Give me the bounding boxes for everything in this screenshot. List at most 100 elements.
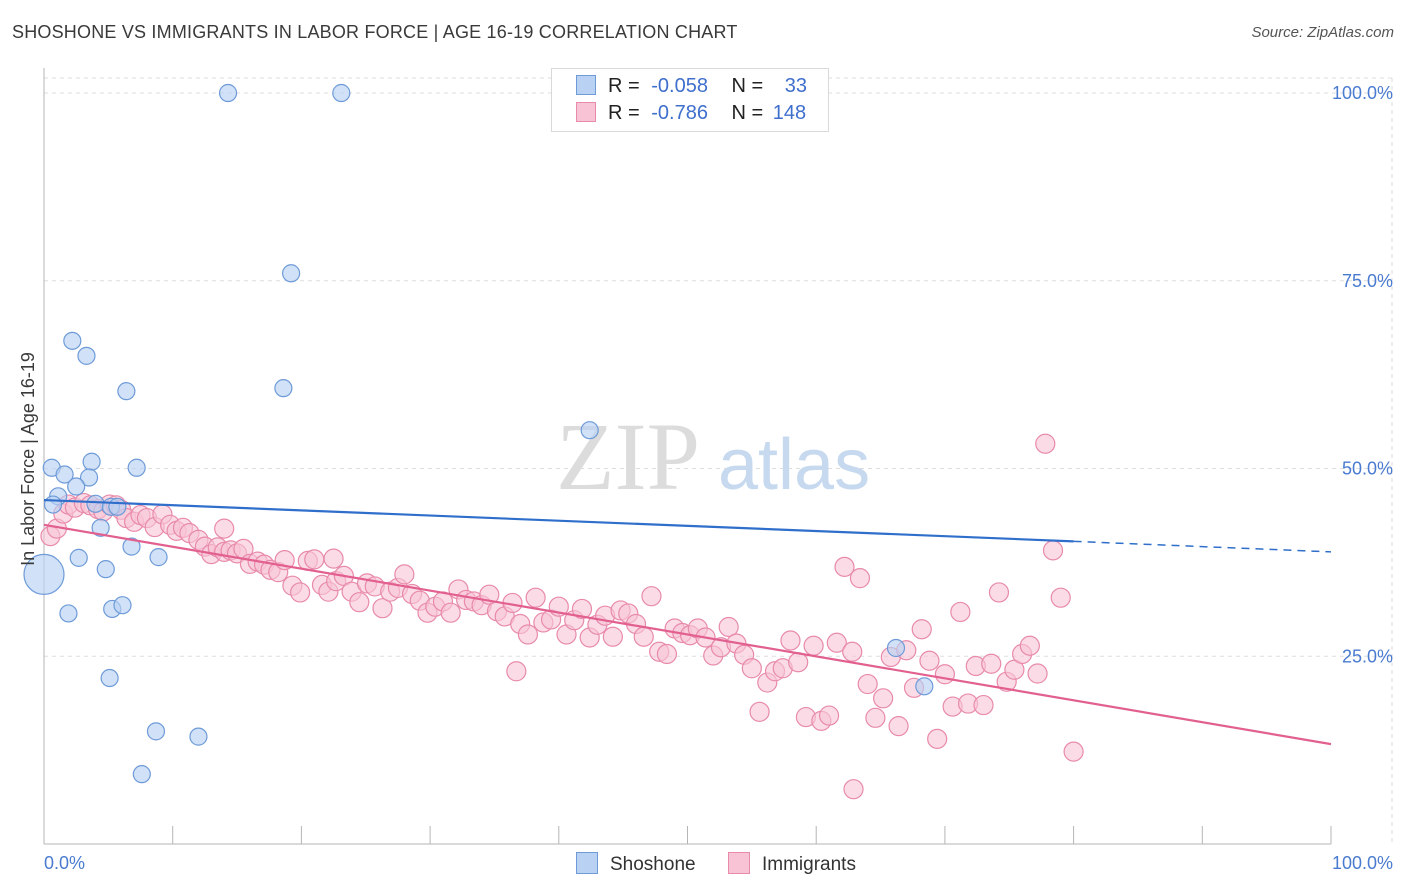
immigrants-point [1027, 663, 1048, 684]
legend-r-value: -0.058 [651, 75, 708, 97]
shoshone-trend-extension [1073, 540, 1332, 553]
immigrants-point [372, 598, 393, 619]
shoshone-point [63, 331, 82, 350]
immigrants-point [973, 694, 994, 716]
watermark-zip: ZIP [556, 403, 700, 510]
shoshone-point [132, 765, 151, 784]
trend-lines [43, 498, 1332, 746]
immigrants-point [1042, 540, 1064, 561]
y-axis-label: In Labor Force | Age 16-19 [18, 352, 38, 566]
axes [43, 68, 1332, 845]
legend-row-immigrants: R = -0.786 N = 148 [576, 102, 806, 126]
shoshone-point [218, 83, 238, 103]
immigrants-point [950, 601, 971, 623]
shoshone-point [122, 537, 141, 556]
immigrants-trend-line [43, 523, 1332, 746]
immigrants-point [718, 616, 739, 638]
immigrants-point [304, 549, 325, 570]
x-tick-label-min: 0.0% [44, 853, 85, 873]
shoshone-trend-line [43, 498, 1074, 543]
immigrants-point [934, 664, 956, 685]
immigrants-point [1035, 433, 1056, 454]
immigrants-point [818, 705, 840, 726]
shoshone-point [91, 518, 110, 537]
shoshone-point [886, 638, 906, 658]
immigrants-point [919, 650, 940, 671]
immigrants-point [1019, 635, 1040, 656]
immigrants-point [214, 518, 235, 539]
immigrants-point [857, 673, 878, 695]
shoshone-point [86, 494, 105, 513]
immigrants-point [602, 626, 623, 647]
immigrants-point [988, 582, 1010, 603]
immigrants-point [1050, 587, 1071, 608]
legend-r-label: R = [608, 102, 640, 124]
shoshone-point [580, 421, 599, 440]
tick-labels: 25.0% 50.0% 75.0% 100.0% 0.0% 100.0% [44, 83, 1393, 873]
immigrants-point [323, 548, 344, 569]
shoshone-point [108, 497, 127, 516]
immigrants-point [981, 653, 1002, 674]
shoshone-point [67, 477, 86, 496]
immigrants-point [834, 556, 855, 577]
x-tick-label-max: 100.0% [1332, 853, 1393, 873]
immigrants-point [788, 652, 809, 673]
legend-r-value: -0.786 [651, 102, 708, 124]
shoshone-point [189, 727, 208, 746]
shoshone-point [69, 548, 88, 567]
shoshone-swatch [576, 852, 598, 874]
legend-n-label: N = [731, 102, 764, 124]
legend-item-immigrants: Immigrants [728, 852, 856, 876]
immigrants-point [849, 568, 871, 589]
shoshone-point [149, 548, 168, 567]
shoshone-point [282, 264, 301, 283]
y-tick-label: 100.0% [1332, 83, 1393, 103]
shoshone-point [96, 560, 115, 579]
immigrants-point [826, 632, 847, 653]
y-tick-label: 75.0% [1342, 271, 1393, 291]
immigrants-point [1063, 741, 1084, 762]
immigrants-swatch [576, 102, 596, 122]
immigrants-point [842, 641, 863, 662]
immigrants-point [749, 701, 770, 722]
shoshone-point [77, 346, 96, 365]
immigrants-point [349, 592, 370, 613]
immigrants-point [571, 598, 593, 620]
legend-label-shoshone: Shoshone [610, 854, 696, 875]
shoshone-point [146, 722, 166, 741]
immigrants-point [911, 619, 932, 640]
immigrants-point [865, 707, 886, 728]
immigrants-point [517, 624, 539, 645]
legend-n-value: 33 [784, 75, 808, 97]
y-tick-label: 25.0% [1342, 646, 1393, 666]
legend-n-label: N = [731, 75, 764, 97]
shoshone-point [43, 495, 63, 514]
immigrants-point [741, 658, 762, 679]
y-tick-label: 50.0% [1342, 459, 1393, 479]
shoshone-point [332, 83, 351, 103]
shoshone-point [113, 596, 132, 615]
source-credit: Source: ZipAtlas.com [1251, 24, 1394, 41]
immigrants-point [525, 587, 546, 608]
shoshone-point [274, 379, 293, 398]
immigrants-point [641, 586, 662, 607]
shoshone-swatch [576, 75, 596, 95]
immigrants-points [40, 433, 1084, 800]
shoshone-point [23, 553, 65, 595]
shoshone-point [117, 382, 136, 401]
legend-row-shoshone: R = -0.058 N = 33 [576, 75, 807, 99]
legend-n-value: 148 [772, 102, 807, 124]
shoshone-point [55, 465, 74, 484]
immigrants-point [633, 626, 654, 647]
immigrants-point [780, 630, 801, 651]
immigrants-point [888, 715, 909, 737]
legend-label-immigrants: Immigrants [762, 854, 856, 875]
immigrants-point [656, 643, 678, 665]
shoshone-point [127, 458, 146, 477]
shoshone-point [100, 668, 119, 688]
chart-title: SHOSHONE VS IMMIGRANTS IN LABOR FORCE | … [12, 22, 738, 42]
shoshone-point [915, 677, 934, 696]
watermark: ZIP atlas [556, 403, 870, 510]
immigrants-point [843, 779, 864, 800]
legend-r-label: R = [608, 75, 640, 97]
